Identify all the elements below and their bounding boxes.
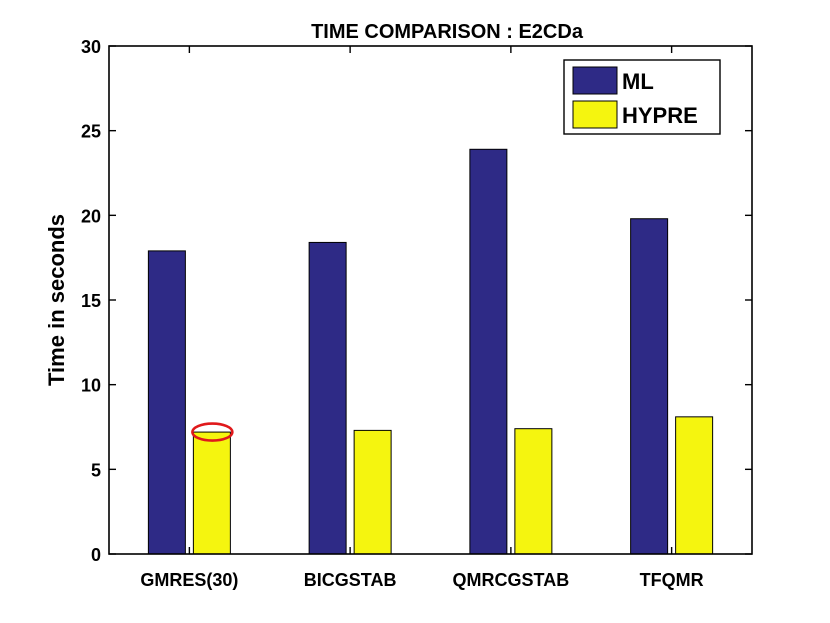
x-tick-label-bicgstab: BICGSTAB (304, 570, 397, 590)
bar-hypre-bicgstab (353, 429, 392, 555)
plot-area-frame (108, 45, 753, 555)
x-tick-label-tfqmr: TFQMR (640, 570, 704, 590)
y-tick-label-30: 30 (81, 37, 101, 57)
y-tick-label-15: 15 (81, 291, 101, 311)
y-axis-label: Time in seconds (44, 214, 69, 386)
chart-title: TIME COMPARISON : E2CDa (311, 21, 584, 43)
y-tick-label-20: 20 (81, 206, 101, 226)
x-tick-label-gmres-30: GMRES(30) (140, 570, 238, 590)
x-ticks-group: GMRES(30) BICGSTAB QMRCGSTAB TFQMR (140, 46, 704, 590)
legend-label-ml: ML (622, 69, 654, 94)
bar-ml-bicgstab (308, 241, 347, 555)
y-tick-label-25: 25 (81, 122, 101, 142)
bars-group (147, 148, 714, 555)
bar-hypre-tfqmr (675, 416, 714, 555)
y-tick-label-5: 5 (91, 460, 101, 480)
bar-ml-gmres-30 (147, 250, 186, 555)
bar-ml-tfqmr (630, 218, 669, 555)
legend: ML HYPRE (563, 59, 721, 135)
y-tick-label-10: 10 (81, 376, 101, 396)
legend-swatch-hypre (572, 100, 618, 129)
annotations-group (191, 422, 234, 442)
bar-ml-qmrcgstab (469, 148, 508, 555)
highlight-ellipse (191, 422, 234, 442)
y-tick-label-0: 0 (91, 545, 101, 565)
bar-hypre-qmrcgstab (514, 428, 553, 555)
y-ticks-group: 0 5 10 15 20 25 30 (81, 37, 752, 565)
legend-label-hypre: HYPRE (622, 103, 698, 128)
legend-swatch-ml (572, 66, 618, 95)
x-tick-label-qmrcgstab: QMRCGSTAB (453, 570, 570, 590)
bar-hypre-gmres-30 (192, 431, 231, 555)
